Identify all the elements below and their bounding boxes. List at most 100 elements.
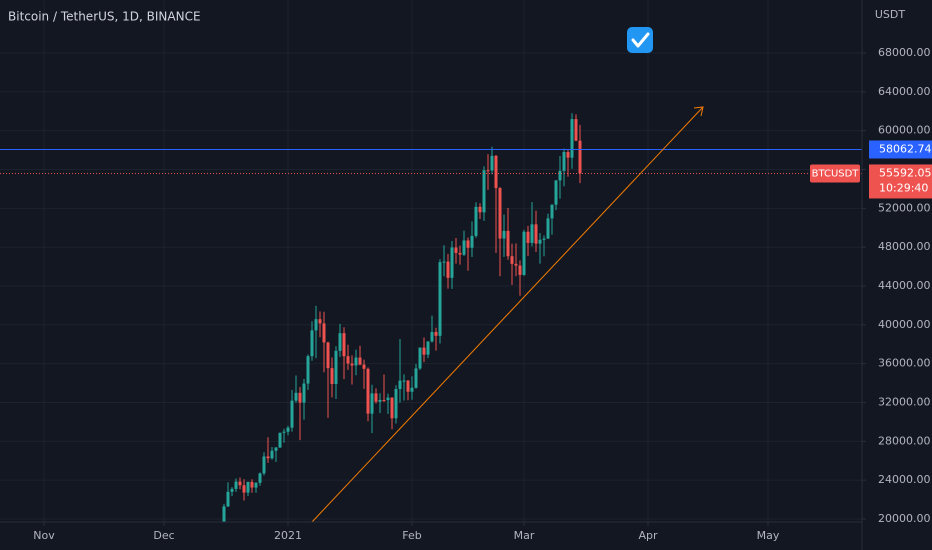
candle-body [266, 456, 270, 459]
candle-body [366, 368, 370, 414]
axes: 20000.00 24000.00 28000.00 32000.00 36000.00… [33, 46, 932, 542]
candle-body [238, 481, 242, 486]
candle-body [250, 481, 254, 488]
candle-body [346, 356, 350, 364]
candle-body [430, 332, 434, 342]
y-tick-label: 24000.00 [878, 473, 931, 486]
candle-body [490, 155, 494, 171]
plot-area [0, 113, 862, 522]
candle-body [310, 330, 314, 357]
candle-body [258, 473, 262, 483]
candle-body [450, 247, 454, 278]
candle-body [530, 224, 534, 243]
candle-body [554, 180, 558, 205]
candle-body [478, 206, 482, 213]
x-tick-label: May [757, 529, 780, 542]
candle-body [510, 256, 514, 264]
trend-arrow [693, 106, 704, 117]
candle-body [354, 357, 358, 366]
candle-body [462, 240, 466, 255]
candle-body [222, 506, 226, 522]
y-tick-label: 32000.00 [878, 396, 931, 409]
last-price-label: 55592.05 [879, 166, 932, 179]
x-tick-label: Feb [402, 529, 421, 542]
checkbox-icon[interactable] [627, 27, 653, 53]
candle-body [226, 491, 230, 507]
candle-body [498, 188, 502, 239]
y-tick-label: 20000.00 [878, 512, 931, 525]
candle-body [386, 397, 390, 401]
candle-body [534, 224, 538, 244]
x-tick-label: Apr [638, 529, 658, 542]
candle-body [466, 240, 470, 248]
candle-body [558, 170, 562, 181]
candle-body [482, 170, 486, 213]
currency-label[interactable]: USDT [875, 8, 906, 21]
candle-body [438, 262, 442, 336]
candle-body [502, 230, 506, 239]
candle-body [358, 357, 362, 365]
candle-body [566, 152, 570, 158]
candle-body [422, 347, 426, 355]
candle-body [406, 380, 410, 392]
candle-body [298, 392, 302, 403]
trend-line[interactable] [311, 106, 704, 523]
candle-body [382, 399, 386, 401]
candle-body [234, 481, 238, 489]
x-tick-label: Nov [33, 529, 55, 542]
candle-body [398, 380, 402, 390]
candle-body [538, 239, 542, 244]
candle-body [334, 350, 338, 384]
x-tick-label: Mar [514, 529, 535, 542]
y-tick-label: 60000.00 [878, 124, 931, 137]
candle-body [378, 399, 382, 402]
horizontal-line-label: 58062.74 [879, 142, 932, 155]
countdown-label: 10:29:40 [879, 181, 928, 194]
y-tick-label: 64000.00 [878, 85, 931, 98]
candle-body [314, 319, 318, 331]
candle-body [274, 447, 278, 451]
candle-body [230, 488, 234, 492]
candle-body [246, 481, 250, 493]
x-tick-label: 2021 [274, 529, 302, 542]
candle-body [474, 206, 478, 236]
candle-body [390, 397, 394, 419]
candle-body [506, 230, 510, 257]
candle-body [326, 342, 330, 369]
candle-body [270, 450, 274, 459]
candle-body [494, 155, 498, 189]
candle-body [514, 263, 518, 266]
candle-body [414, 368, 418, 388]
candle-body [338, 333, 342, 351]
candle-body [278, 432, 282, 448]
candle-body [550, 204, 554, 219]
candle-body [322, 323, 326, 343]
candle-body [302, 383, 306, 403]
y-tick-label: 44000.00 [878, 279, 931, 292]
candle-body [374, 393, 378, 402]
candle-body [362, 364, 366, 369]
checkmark [631, 32, 650, 48]
candle-body [578, 140, 582, 174]
candle-body [574, 119, 578, 141]
candle-body [370, 393, 374, 414]
y-tick-label: 52000.00 [878, 201, 931, 214]
candle-body [542, 238, 546, 240]
candle-body [262, 456, 266, 474]
candle-body [294, 392, 298, 401]
candle-body [350, 363, 354, 366]
chart-title: Bitcoin / TetherUS, 1D, BINANCE [8, 10, 201, 24]
candle-body [286, 427, 290, 432]
candle-body [518, 265, 522, 275]
candle-body [318, 319, 322, 324]
candle-body [546, 218, 550, 239]
x-tick-label: Dec [153, 529, 174, 542]
candle-body [330, 368, 334, 384]
y-tick-label: 36000.00 [878, 357, 931, 370]
candle-body [426, 341, 430, 355]
candle-body [522, 231, 526, 275]
candle-body [470, 235, 474, 248]
y-tick-label: 48000.00 [878, 240, 931, 253]
